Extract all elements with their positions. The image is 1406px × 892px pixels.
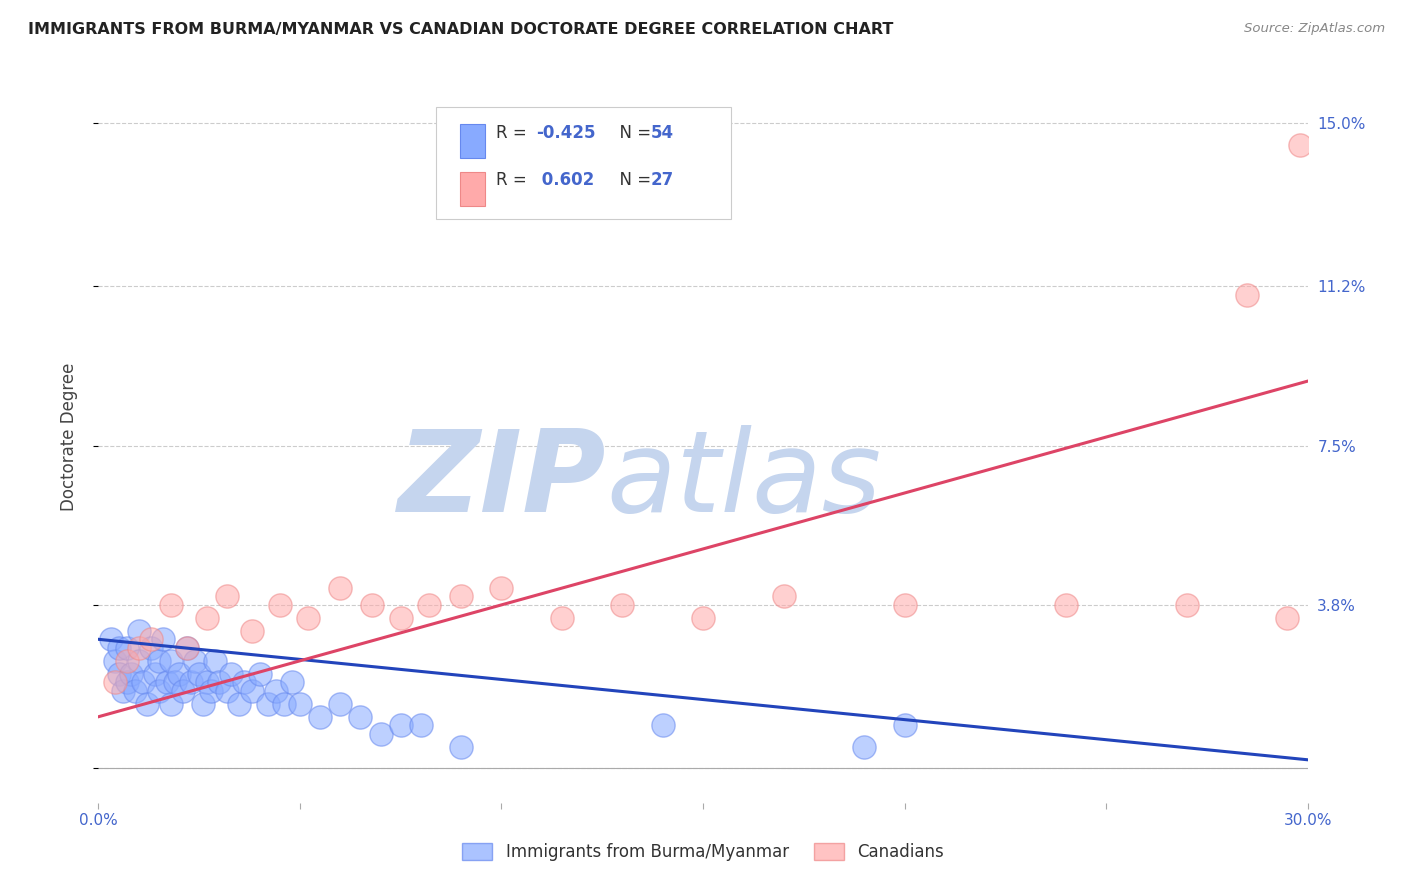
Point — [389, 718, 412, 732]
Point — [115, 675, 138, 690]
Text: 27: 27 — [651, 171, 675, 189]
Point — [1175, 598, 1198, 612]
Point — [152, 632, 174, 647]
Point — [160, 697, 183, 711]
Point — [329, 581, 352, 595]
Point — [139, 632, 162, 647]
Point — [853, 739, 876, 754]
Point — [217, 589, 239, 603]
Point — [1277, 611, 1299, 625]
Point — [115, 640, 138, 655]
Point — [893, 598, 915, 612]
Point — [217, 684, 239, 698]
Point — [297, 611, 319, 625]
Point — [100, 632, 122, 647]
Point — [195, 611, 218, 625]
Point — [188, 666, 211, 681]
Text: R =: R = — [496, 124, 533, 142]
Text: N =: N = — [609, 171, 657, 189]
Point — [135, 697, 157, 711]
Point — [120, 666, 142, 681]
Text: ZIP: ZIP — [398, 425, 606, 536]
Point — [1236, 288, 1258, 302]
Point — [208, 675, 231, 690]
Point — [240, 684, 263, 698]
Point — [180, 675, 202, 690]
Point — [115, 654, 138, 668]
Point — [176, 640, 198, 655]
Point — [249, 666, 271, 681]
Point — [1054, 598, 1077, 612]
Point — [148, 654, 170, 668]
Point — [167, 666, 190, 681]
Point — [349, 710, 371, 724]
Point — [409, 718, 432, 732]
Point — [132, 675, 155, 690]
Text: N =: N = — [609, 124, 657, 142]
Point — [232, 675, 254, 690]
Text: 54: 54 — [651, 124, 673, 142]
Point — [139, 640, 162, 655]
Point — [269, 598, 291, 612]
Point — [128, 654, 150, 668]
Point — [148, 684, 170, 698]
Text: R =: R = — [496, 171, 533, 189]
Text: atlas: atlas — [606, 425, 882, 536]
Point — [288, 697, 311, 711]
Point — [772, 589, 794, 603]
Point — [163, 675, 186, 690]
Point — [309, 710, 332, 724]
Point — [389, 611, 412, 625]
Point — [281, 675, 304, 690]
Point — [107, 666, 129, 681]
Point — [450, 589, 472, 603]
Text: Source: ZipAtlas.com: Source: ZipAtlas.com — [1244, 22, 1385, 36]
Text: -0.425: -0.425 — [536, 124, 595, 142]
Point — [195, 675, 218, 690]
Point — [361, 598, 384, 612]
Point — [551, 611, 574, 625]
Point — [103, 675, 125, 690]
Point — [228, 697, 250, 711]
Point — [107, 640, 129, 655]
Text: IMMIGRANTS FROM BURMA/MYANMAR VS CANADIAN DOCTORATE DEGREE CORRELATION CHART: IMMIGRANTS FROM BURMA/MYANMAR VS CANADIA… — [28, 22, 893, 37]
Point — [370, 727, 392, 741]
Legend: Immigrants from Burma/Myanmar, Canadians: Immigrants from Burma/Myanmar, Canadians — [456, 836, 950, 868]
Text: 0.602: 0.602 — [536, 171, 593, 189]
Point — [156, 675, 179, 690]
Point — [200, 684, 222, 698]
Point — [240, 624, 263, 638]
Y-axis label: Doctorate Degree: Doctorate Degree — [59, 363, 77, 511]
Point — [172, 684, 194, 698]
Point — [893, 718, 915, 732]
Point — [111, 684, 134, 698]
Point — [651, 718, 673, 732]
Point — [160, 598, 183, 612]
Point — [264, 684, 287, 698]
Point — [160, 654, 183, 668]
Point — [103, 654, 125, 668]
Point — [418, 598, 440, 612]
Point — [143, 666, 166, 681]
Point — [612, 598, 634, 612]
Point — [193, 697, 215, 711]
Point — [221, 666, 243, 681]
Point — [491, 581, 513, 595]
Point — [692, 611, 714, 625]
Point — [1288, 137, 1310, 152]
Point — [256, 697, 278, 711]
Point — [204, 654, 226, 668]
Point — [273, 697, 295, 711]
Point — [450, 739, 472, 754]
Point — [329, 697, 352, 711]
Point — [128, 624, 150, 638]
Point — [184, 654, 207, 668]
Point — [128, 640, 150, 655]
Point — [124, 684, 146, 698]
Point — [176, 640, 198, 655]
